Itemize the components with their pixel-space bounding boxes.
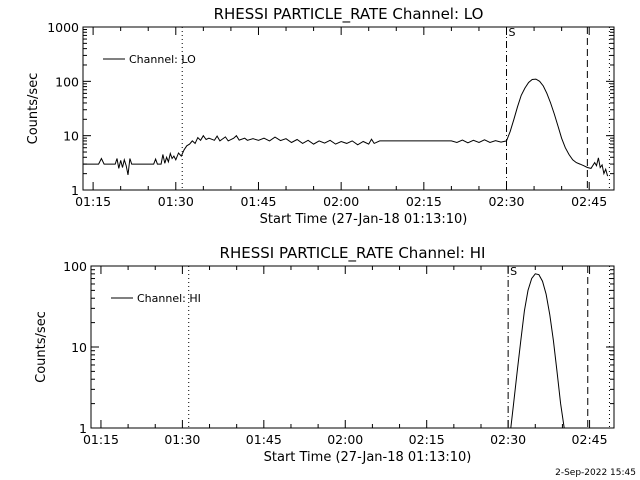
chart-1-x-tick-label-0: 01:15 [83,432,119,447]
chart-0-y-tick-label-0: 1 [71,183,79,198]
chart-1-legend-label: Channel: HI [137,292,201,305]
chart-1-series-line-0 [510,273,565,428]
chart-0-title: RHESSI PARTICLE_RATE Channel: LO [214,5,484,24]
chart-0-y-tick-label-1: 10 [63,129,79,144]
chart-1-x-tick-label-5: 02:30 [490,432,526,447]
chart-1-marker-label: S [510,265,517,278]
chart-0-series-line-0 [83,78,609,177]
chart-0-marker-label: S [509,26,516,39]
chart-1-y-tick-label-1: 10 [71,340,87,355]
chart-0-x-tick-label-1: 01:30 [158,194,194,209]
chart-1-y-axis-label: Counts/sec [34,311,49,383]
chart-1-x-tick-label-1: 01:30 [164,432,200,447]
chart-1-x-tick-label-3: 02:00 [327,432,363,447]
chart-1-x-axis-label: Start Time (27-Jan-18 01:13:10) [264,450,472,465]
chart-1-plot-frame [90,265,615,429]
generation-timestamp: 2-Sep-2022 15:45 [555,468,636,478]
chart-0-x-tick-label-5: 02:30 [488,194,524,209]
chart-0-x-tick-label-0: 01:15 [75,194,111,209]
chart-1-x-tick-label-4: 02:15 [409,432,445,447]
chart-0-x-tick-label-3: 02:00 [323,194,359,209]
chart-1-x-tick-label-2: 01:45 [246,432,282,447]
chart-0-x-tick-label-2: 01:45 [240,194,276,209]
chart-0-legend-label: Channel: LO [129,53,196,66]
chart-panel-lo: RHESSI PARTICLE_RATE Channel: LO 01:15 01:… [26,5,615,227]
chart-1-y-tick-label-2: 100 [63,259,87,274]
chart-panel-hi: RHESSI PARTICLE_RATE Channel: HI 01:15 01:… [34,244,615,465]
chart-0-y-tick-label-3: 1000 [47,20,79,35]
chart-1-title: RHESSI PARTICLE_RATE Channel: HI [220,244,486,263]
chart-0-x-tick-label-6: 02:45 [571,194,607,209]
chart-0-y-tick-label-2: 100 [55,74,79,89]
chart-0-x-axis-label: Start Time (27-Jan-18 01:13:10) [260,212,468,227]
chart-1-x-tick-label-6: 02:45 [572,432,608,447]
chart-0-plot-frame [82,26,615,191]
chart-1-y-tick-label-0: 1 [79,421,87,436]
chart-0-x-tick-label-4: 02:15 [406,194,442,209]
chart-0-y-axis-label: Counts/sec [26,73,41,145]
